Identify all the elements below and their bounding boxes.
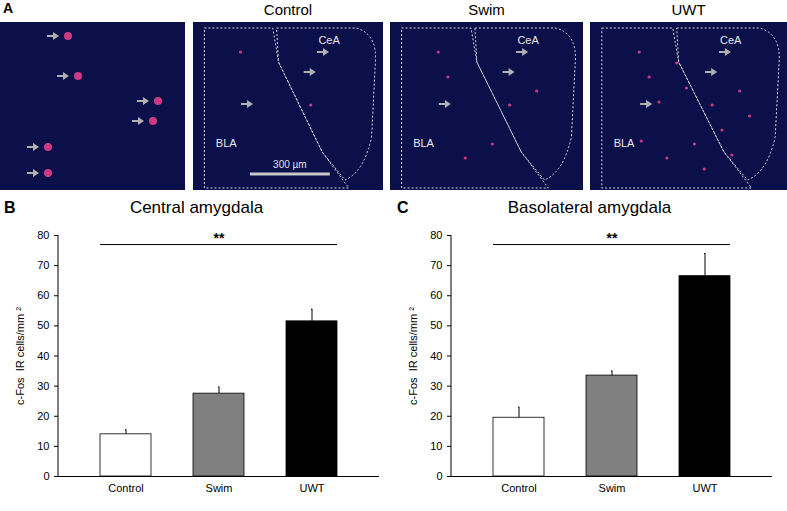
svg-text:50: 50 [37, 319, 49, 331]
svg-text:30: 30 [37, 380, 49, 392]
svg-text:50: 50 [430, 319, 442, 331]
svg-text:Control: Control [501, 482, 536, 494]
svg-text:Control: Control [264, 1, 312, 18]
svg-text:Swim: Swim [599, 482, 626, 494]
svg-text:UWT: UWT [299, 482, 324, 494]
html-text:C: C [397, 199, 409, 216]
svg-text:c-Fos IR cells/mm ²: c-Fos IR cells/mm ² [14, 307, 26, 405]
svg-text:CeA: CeA [517, 34, 539, 46]
svg-text:10: 10 [430, 440, 442, 452]
svg-text:20: 20 [37, 410, 49, 422]
svg-text:80: 80 [37, 229, 49, 241]
html-text:Basolateral amygdala: Basolateral amygdala [507, 198, 672, 217]
svg-text:40: 40 [430, 350, 442, 362]
svg-text:20: 20 [430, 410, 442, 422]
html-text:Central amygdala: Central amygdala [129, 198, 264, 217]
svg-text:300 µm: 300 µm [273, 159, 307, 170]
svg-text:0: 0 [436, 470, 442, 482]
svg-text:70: 70 [430, 259, 442, 271]
svg-text:CeA: CeA [318, 34, 340, 46]
svg-text:30: 30 [430, 380, 442, 392]
svg-text:40: 40 [37, 350, 49, 362]
svg-text:Control: Control [108, 482, 143, 494]
svg-text:UWT: UWT [671, 1, 705, 18]
svg-text:80: 80 [430, 229, 442, 241]
svg-text:**: ** [214, 230, 225, 246]
svg-text:A: A [3, 0, 13, 16]
html-text:B: B [4, 199, 16, 216]
svg-text:Swim: Swim [206, 482, 233, 494]
svg-text:c-Fos IR cells/mm ²: c-Fos IR cells/mm ² [407, 307, 419, 405]
svg-text:BLA: BLA [614, 137, 635, 149]
svg-text:Swim: Swim [468, 1, 505, 18]
svg-text:BLA: BLA [216, 137, 237, 149]
svg-text:**: ** [607, 230, 618, 246]
svg-text:70: 70 [37, 259, 49, 271]
svg-text:60: 60 [37, 289, 49, 301]
svg-text:60: 60 [430, 289, 442, 301]
svg-text:10: 10 [37, 440, 49, 452]
svg-text:BLA: BLA [413, 137, 434, 149]
svg-text:0: 0 [43, 470, 49, 482]
svg-text:CeA: CeA [720, 34, 742, 46]
svg-text:UWT: UWT [692, 482, 717, 494]
